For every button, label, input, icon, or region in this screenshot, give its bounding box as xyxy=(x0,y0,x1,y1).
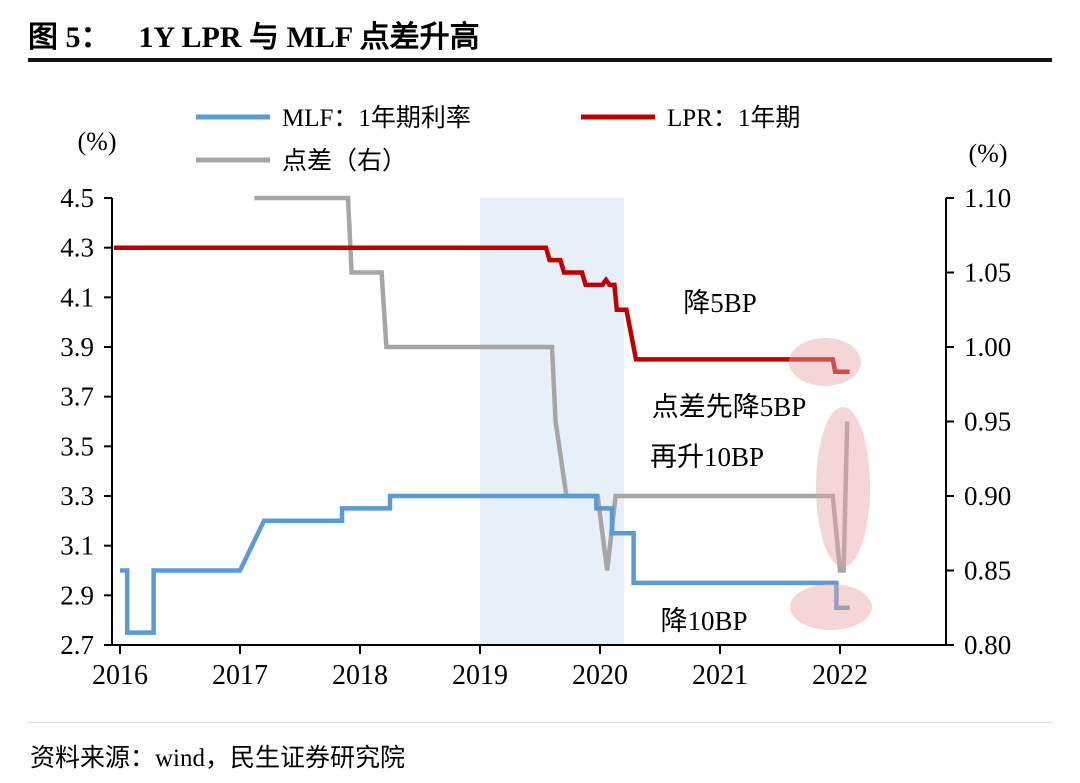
left-axis-tick-label: 3.7 xyxy=(60,382,94,412)
left-axis-tick-label: 4.5 xyxy=(60,183,94,213)
x-axis-tick-label: 2020 xyxy=(572,660,628,691)
right-axis-tick-label: 0.85 xyxy=(964,556,1011,586)
left-axis-unit-label: (%) xyxy=(78,127,117,156)
right-axis-tick-label: 1.05 xyxy=(964,258,1011,288)
figure-header: 图 5： 1Y LPR 与 MLF 点差升高 xyxy=(28,12,480,56)
x-axis-tick-label: 2017 xyxy=(212,660,268,691)
footer-divider xyxy=(28,722,1052,723)
left-axis-tick-label: 3.5 xyxy=(60,431,94,461)
right-axis-unit-label: (%) xyxy=(969,139,1008,168)
left-axis-tick-label: 2.9 xyxy=(60,580,94,610)
chart-annotation: 降10BP xyxy=(660,606,747,636)
title-divider xyxy=(28,58,1052,62)
highlight-ellipse xyxy=(789,338,861,386)
chart-annotation: 点差先降5BP xyxy=(652,392,807,422)
chart-annotation: 降5BP xyxy=(683,288,757,318)
left-axis-tick-label: 2.7 xyxy=(60,630,94,660)
x-axis-tick-label: 2021 xyxy=(692,660,748,691)
series-lpr-line xyxy=(114,245,850,375)
left-axis-tick-label: 4.1 xyxy=(60,282,94,312)
x-axis-tick-label: 2022 xyxy=(812,660,868,691)
x-axis-tick-label: 2019 xyxy=(452,660,508,691)
right-axis-tick-label: 1.10 xyxy=(964,183,1011,213)
left-axis-tick-label: 3.1 xyxy=(60,531,94,561)
left-axis-tick-label: 3.3 xyxy=(60,481,94,511)
left-axis-tick-label: 4.3 xyxy=(60,233,94,263)
right-axis-tick-label: 1.00 xyxy=(964,332,1011,362)
series-mlf-line xyxy=(120,493,850,635)
highlight-ellipse xyxy=(816,407,870,567)
x-axis-tick-label: 2018 xyxy=(332,660,388,691)
right-axis-tick-label: 0.95 xyxy=(964,407,1011,437)
right-axis-tick-label: 0.80 xyxy=(964,630,1011,660)
right-axis-tick-label: 0.90 xyxy=(964,481,1011,511)
source-note: 资料来源：wind，民生证券研究院 xyxy=(30,745,406,772)
legend-label-lpr: LPR：1年期 xyxy=(667,104,800,132)
chart-annotation: 再升10BP xyxy=(650,442,764,472)
x-axis-tick-label: 2016 xyxy=(92,660,148,691)
highlight-band xyxy=(480,198,624,645)
figure-title: 1Y LPR 与 MLF 点差升高 xyxy=(138,21,480,54)
left-axis-tick-label: 3.9 xyxy=(60,332,94,362)
legend-label-mlf: MLF：1年期利率 xyxy=(282,104,471,132)
legend-label-spread: 点差（右） xyxy=(282,147,407,175)
highlight-ellipse xyxy=(790,584,872,630)
figure-label: 图 5： xyxy=(28,21,111,54)
